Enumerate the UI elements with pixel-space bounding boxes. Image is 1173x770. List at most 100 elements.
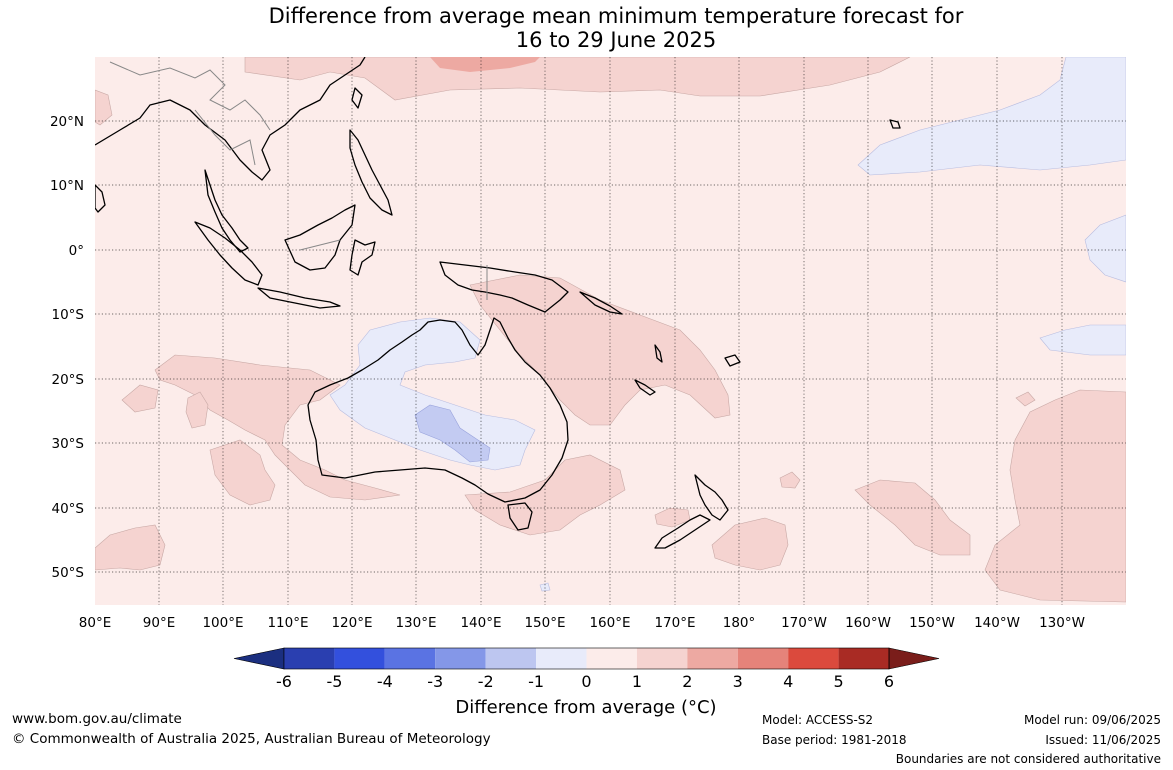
warm-region-north — [244, 57, 911, 101]
lon-label: 130°E — [395, 615, 436, 631]
lat-label: 10°S — [52, 307, 85, 323]
colorbar-segment — [838, 648, 889, 669]
country-borders — [109, 61, 488, 300]
graticule — [95, 57, 1126, 605]
colorbar-segment — [334, 648, 385, 669]
footer-model-run: Model run: 09/06/2025 — [1023, 713, 1161, 727]
colorbar-tick-label: -4 — [377, 672, 393, 691]
coast-malay-peninsula — [204, 169, 249, 253]
lat-label: 20°N — [50, 114, 84, 130]
coast-hawaii — [889, 119, 901, 129]
lat-label: 20°S — [52, 372, 85, 388]
coast-philippines — [349, 129, 393, 216]
colorbar-tick-label: -1 — [528, 672, 544, 691]
colorbar-segment — [788, 648, 839, 669]
colorbar-tick-label: 2 — [682, 672, 692, 691]
colorbar-segment — [636, 648, 688, 669]
colorbar-tick-label: -3 — [427, 672, 443, 691]
colorbar-segment — [284, 648, 335, 669]
lon-label: 160°W — [845, 615, 891, 631]
warm-region-pacific-small — [1015, 391, 1036, 407]
footer-base-period: Base period: 1981-2018 — [762, 733, 907, 747]
lon-label: 140°E — [460, 615, 501, 631]
warm-region-west-2 — [185, 391, 209, 429]
coast-tasmania — [507, 502, 533, 531]
colorbar-arrow-high — [888, 647, 940, 670]
colorbar-tick-label: -6 — [276, 672, 292, 691]
coast-sumatra — [194, 221, 263, 286]
lon-label: 80°E — [79, 615, 111, 631]
colorbar-segment — [536, 648, 587, 669]
warm-region-far-west — [95, 89, 113, 126]
colorbar-tick-label: 1 — [632, 672, 642, 691]
coast-australia — [307, 317, 569, 503]
lon-label: 180° — [723, 615, 756, 631]
footer-url: www.bom.gov.au/climate — [12, 711, 182, 727]
cool-region-small — [539, 582, 551, 592]
warm-region-indian-south — [209, 439, 276, 506]
map-title: Difference from average mean minimum tem… — [0, 4, 1173, 52]
warm-region-small-2 — [779, 471, 801, 489]
lon-label: 160°E — [589, 615, 630, 631]
cool-region-north-pacific — [857, 57, 1126, 176]
coast-asia-mainland — [95, 57, 366, 181]
lat-label: 10°N — [50, 178, 84, 194]
coast-new-caledonia — [634, 379, 656, 396]
coast-new-zealand-south — [654, 514, 711, 549]
lon-label: 170°E — [654, 615, 695, 631]
footer-disclaimer: Boundaries are not considered authoritat… — [895, 752, 1161, 766]
colorbar-tick-label: 4 — [783, 672, 793, 691]
warm-region-strong-north — [430, 57, 540, 72]
lon-label: 90°E — [143, 615, 175, 631]
colorbar-tick-label: -2 — [478, 672, 494, 691]
colorbar-arrow-low — [233, 647, 285, 670]
lon-label: 150°E — [524, 615, 565, 631]
lat-label: 50°S — [52, 565, 85, 581]
coast-sulawesi — [349, 239, 376, 276]
cool-region-australia — [329, 317, 536, 471]
colorbar-tick-label: -5 — [326, 672, 342, 691]
colorbar-tick-label: 0 — [581, 672, 591, 691]
colorbar-frame — [283, 647, 890, 670]
warm-region-west — [121, 384, 159, 413]
coast-new-zealand-north — [694, 474, 729, 521]
lat-label: 40°S — [52, 501, 85, 517]
coast-sri-lanka — [95, 184, 106, 213]
title-line-2: 16 to 29 June 2025 — [515, 28, 717, 52]
cool-region-equatorial-pacific — [1084, 214, 1126, 283]
footer-issued: Issued: 11/06/2025 — [1045, 733, 1161, 747]
lon-label: 110°E — [267, 615, 308, 631]
colorbar-segment — [485, 648, 537, 669]
colorbar-segment — [384, 648, 436, 669]
footer-model: Model: ACCESS-S2 — [762, 713, 874, 727]
coast-java — [257, 287, 341, 309]
coast-solomon — [579, 291, 623, 315]
colorbar-segment — [687, 648, 738, 669]
longitude-labels: 80°E 90°E 100°E 110°E 120°E 130°E 140°E … — [79, 615, 1085, 631]
latitude-labels: 20°N 10°N 0° 10°S 20°S 30°S 40°S 50°S — [50, 114, 84, 581]
colorbar-tick-label: 5 — [833, 672, 843, 691]
lat-label: 0° — [69, 243, 84, 259]
footer-copyright: © Commonwealth of Australia 2025, Austra… — [12, 731, 491, 747]
lon-label: 140°W — [974, 615, 1020, 631]
colorbar-segment — [586, 648, 637, 669]
colorbar-title: Difference from average (°C) — [455, 697, 717, 718]
lon-label: 100°E — [202, 615, 243, 631]
coast-borneo — [284, 204, 356, 271]
lon-label: 150°W — [909, 615, 955, 631]
coast-vanuatu — [654, 344, 663, 363]
colorbar-tick-label: 6 — [884, 672, 894, 691]
cool-region-australia-core — [414, 404, 491, 463]
warm-region-south-central — [854, 479, 971, 556]
lat-label: 30°S — [52, 436, 85, 452]
title-line-1: Difference from average mean minimum tem… — [268, 4, 964, 28]
coastlines — [95, 57, 901, 549]
lon-label: 130°W — [1039, 615, 1085, 631]
coast-fiji — [724, 354, 741, 367]
warm-region-tasman — [464, 454, 626, 536]
lon-label: 170°W — [781, 615, 827, 631]
colorbar-segment — [737, 648, 789, 669]
coast-taiwan — [351, 87, 363, 109]
anomaly-shading — [95, 57, 1126, 603]
